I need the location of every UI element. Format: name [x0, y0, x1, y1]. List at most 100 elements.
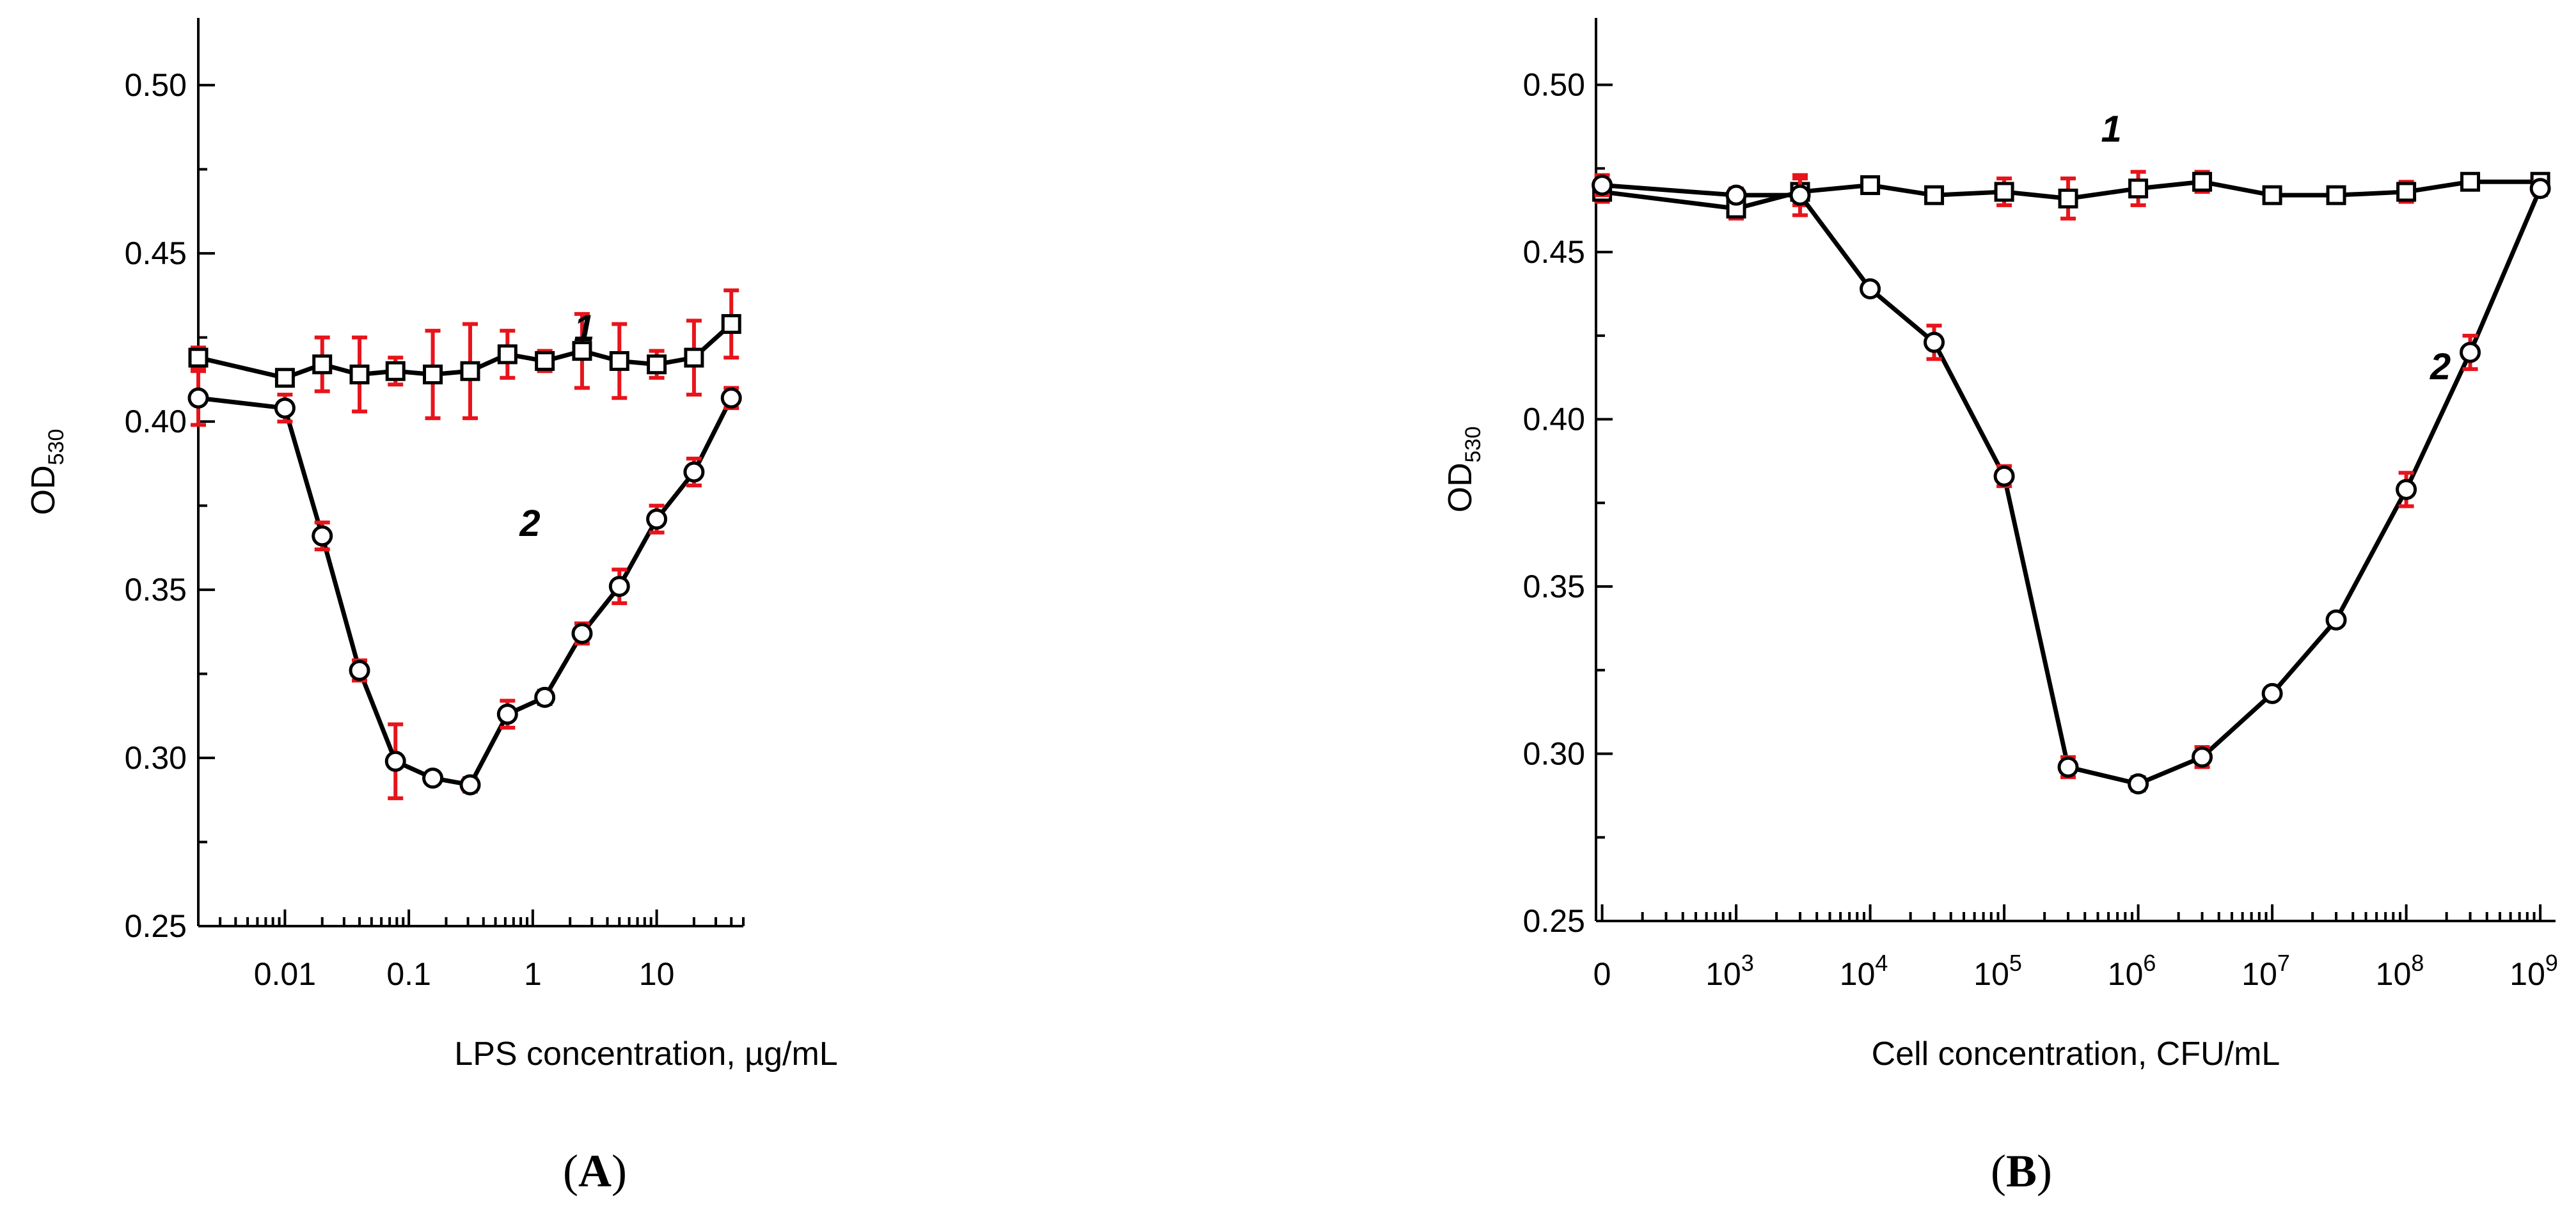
- data-point: [2057, 756, 2079, 778]
- data-point: [646, 508, 668, 530]
- data-point: [683, 461, 705, 483]
- data-point: [1789, 184, 1811, 206]
- data-point: [423, 364, 443, 384]
- x-tick-exponent: 6: [2143, 950, 2156, 976]
- data-point: [2261, 682, 2283, 704]
- y-tick-label: 0.35: [125, 572, 187, 608]
- data-point: [1860, 278, 1881, 300]
- data-point: [188, 347, 209, 368]
- data-point: [1725, 184, 1747, 206]
- data-point: [1924, 331, 1945, 353]
- y-axis-title: OD530: [1442, 427, 1485, 513]
- x-axis-title: Cell concentration, CFU/mL: [1872, 1035, 2280, 1073]
- x-tick-exponent: 4: [1875, 950, 1888, 976]
- y-axis-title-main: OD: [1442, 462, 1479, 512]
- data-point: [349, 364, 370, 384]
- x-tick-label: 10: [639, 956, 675, 992]
- y-axis-title-main: OD: [25, 465, 62, 515]
- data-point: [647, 354, 667, 375]
- data-point: [349, 659, 370, 681]
- x-tick-exponent: 9: [2545, 950, 2558, 976]
- x-tick-label: 108: [2376, 950, 2424, 992]
- x-tick-label: 105: [1973, 950, 2022, 992]
- data-point: [1924, 185, 1945, 205]
- x-tick-base: 10: [2509, 956, 2545, 992]
- data-point: [2326, 185, 2346, 205]
- data-point: [1993, 465, 2015, 487]
- x-tick-exponent: 5: [2009, 950, 2022, 976]
- y-axis-title-subscript: 530: [44, 429, 68, 466]
- y-tick-label: 0.50: [125, 67, 187, 103]
- series-2: 2: [187, 369, 742, 801]
- y-tick-label: 0.30: [125, 740, 187, 776]
- data-point: [1592, 174, 1613, 196]
- x-tick-base: 10: [2241, 956, 2277, 992]
- data-point: [312, 525, 333, 547]
- panel-label: (B): [1991, 1145, 2052, 1197]
- data-point: [497, 344, 518, 365]
- data-point: [187, 387, 209, 409]
- x-tick-base: 10: [2376, 956, 2412, 992]
- data-point: [384, 750, 406, 772]
- data-point: [534, 686, 556, 708]
- x-tick-base: 10: [1705, 956, 1741, 992]
- x-tick-label: 107: [2241, 950, 2290, 992]
- panel-label-close: ): [612, 1145, 627, 1197]
- series-label: 1: [574, 308, 594, 349]
- data-point: [1860, 175, 1881, 195]
- y-tick-label: 0.45: [125, 235, 187, 271]
- series-label: 2: [2430, 346, 2451, 388]
- data-point: [2396, 478, 2417, 500]
- data-point: [721, 314, 741, 334]
- x-tick-label: 0.01: [254, 956, 316, 992]
- panel-label-open: (: [1991, 1145, 2006, 1197]
- y-tick-label: 0.35: [1523, 569, 1585, 604]
- data-point: [2058, 188, 2078, 209]
- x-tick-label: 0.1: [386, 956, 431, 992]
- data-point: [2396, 182, 2417, 202]
- data-point: [1994, 182, 2014, 202]
- x-tick-base: 10: [2108, 956, 2144, 992]
- series-line: [1602, 182, 2543, 787]
- panel-b-chart: 0.250.300.350.400.450.500 103 104 105 106 107…: [1442, 18, 2558, 1197]
- panel-label: (A): [563, 1145, 627, 1197]
- x-tick-label: 1: [524, 956, 542, 992]
- series-line: [1602, 179, 2541, 211]
- y-tick-label: 0.25: [125, 908, 187, 944]
- data-point: [2128, 773, 2149, 795]
- data-point: [572, 341, 592, 361]
- data-point: [496, 704, 518, 725]
- panel-label-open: (: [563, 1145, 578, 1197]
- y-axis-title: OD530: [25, 429, 68, 515]
- data-point: [2460, 342, 2481, 363]
- x-tick-exponent: 8: [2411, 950, 2424, 976]
- y-tick-label: 0.30: [1523, 736, 1585, 772]
- y-tick-label: 0.40: [1523, 402, 1585, 437]
- panel-label-letter: B: [2006, 1145, 2037, 1197]
- series-2: 2: [1592, 173, 2551, 795]
- data-point: [2529, 178, 2551, 200]
- data-point: [274, 368, 295, 388]
- y-tick-label: 0.25: [1523, 903, 1585, 939]
- data-point: [312, 354, 333, 375]
- data-point: [571, 622, 593, 644]
- data-point: [2128, 178, 2149, 199]
- x-tick-exponent: 7: [2277, 950, 2290, 976]
- data-point: [2262, 185, 2282, 205]
- y-tick-label: 0.45: [1523, 234, 1585, 270]
- data-point: [720, 387, 742, 409]
- panel-label-close: ): [2037, 1145, 2052, 1197]
- x-tick-exponent: 3: [1741, 950, 1754, 976]
- data-point: [2192, 171, 2213, 192]
- data-point: [2460, 171, 2481, 192]
- data-point: [274, 397, 296, 419]
- panel-label-letter: A: [578, 1145, 612, 1197]
- data-point: [2192, 746, 2213, 768]
- y-tick-label: 0.50: [1523, 67, 1585, 103]
- data-point: [684, 347, 704, 368]
- x-tick-label: 109: [2509, 950, 2558, 992]
- data-point: [2325, 609, 2347, 631]
- data-point: [422, 767, 444, 789]
- series-label: 1: [2101, 108, 2121, 150]
